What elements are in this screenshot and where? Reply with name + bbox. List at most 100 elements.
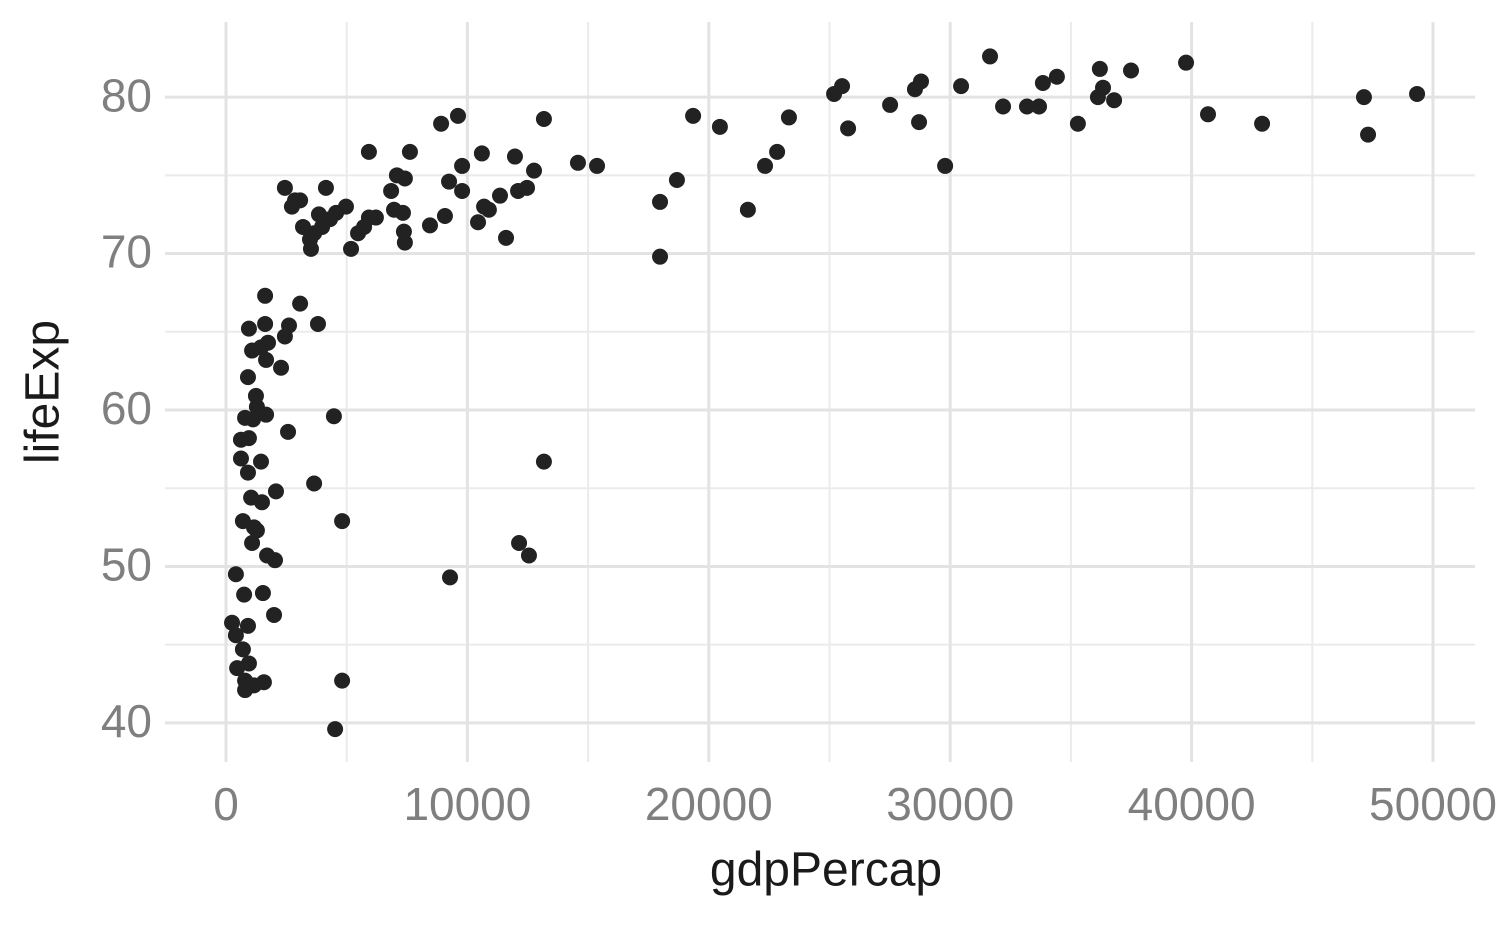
point xyxy=(1178,54,1195,71)
point xyxy=(325,408,342,425)
y-axis-title: lifeExp xyxy=(17,320,70,464)
x-tick-label: 40000 xyxy=(1128,778,1256,830)
point xyxy=(668,172,685,189)
point xyxy=(317,179,334,196)
point xyxy=(258,406,275,423)
point xyxy=(454,182,471,199)
point xyxy=(248,522,265,539)
point xyxy=(224,614,241,631)
point xyxy=(739,201,756,218)
point xyxy=(826,85,843,102)
point xyxy=(1254,115,1271,132)
point xyxy=(276,328,293,345)
point xyxy=(421,217,438,234)
point xyxy=(757,157,774,174)
point xyxy=(302,240,319,257)
point xyxy=(360,143,377,160)
point xyxy=(526,162,543,179)
grid xyxy=(165,22,1475,762)
point xyxy=(388,167,405,184)
point xyxy=(498,229,515,246)
point xyxy=(953,78,970,95)
point xyxy=(232,450,249,467)
point xyxy=(511,534,528,551)
point xyxy=(1069,115,1086,132)
point xyxy=(506,148,523,165)
x-tick-label: 0 xyxy=(213,778,239,830)
point xyxy=(401,143,418,160)
point xyxy=(309,315,326,332)
point xyxy=(1034,75,1051,92)
point xyxy=(334,672,351,689)
point xyxy=(535,110,552,127)
y-tick-label: 80 xyxy=(101,69,152,121)
point xyxy=(260,334,277,351)
point xyxy=(769,143,786,160)
point xyxy=(491,187,508,204)
point xyxy=(1409,85,1426,102)
y-tick-label: 40 xyxy=(101,695,152,747)
point xyxy=(454,157,471,174)
point xyxy=(1091,60,1108,77)
point xyxy=(882,96,899,113)
x-axis-title: gdpPercap xyxy=(710,844,942,897)
point xyxy=(227,627,244,644)
point xyxy=(1123,62,1140,79)
point xyxy=(253,453,270,470)
point xyxy=(569,154,586,171)
point xyxy=(234,641,251,658)
point xyxy=(995,98,1012,115)
point xyxy=(937,157,954,174)
point xyxy=(267,483,284,500)
point xyxy=(229,660,246,677)
point xyxy=(1048,68,1065,85)
point xyxy=(780,109,797,126)
point xyxy=(327,721,344,738)
point xyxy=(276,179,293,196)
point xyxy=(911,114,928,131)
x-tick-label: 10000 xyxy=(403,778,531,830)
points xyxy=(224,48,1426,738)
y-tick-label: 70 xyxy=(101,226,152,278)
point xyxy=(257,315,274,332)
point xyxy=(442,569,459,586)
point xyxy=(982,48,999,65)
point xyxy=(652,248,669,265)
point xyxy=(1200,106,1217,123)
point xyxy=(906,81,923,98)
point xyxy=(306,475,323,492)
point xyxy=(589,157,606,174)
point xyxy=(1106,92,1123,109)
point xyxy=(310,206,327,223)
x-tick-label: 50000 xyxy=(1369,778,1497,830)
point xyxy=(245,411,262,428)
point xyxy=(383,182,400,199)
point xyxy=(257,287,274,304)
point xyxy=(350,225,367,242)
point xyxy=(652,193,669,210)
point xyxy=(239,369,256,386)
point xyxy=(253,494,270,511)
point xyxy=(510,182,527,199)
point xyxy=(396,234,413,251)
point xyxy=(1018,98,1035,115)
point xyxy=(436,207,453,224)
point xyxy=(334,513,351,530)
x-tick-label: 20000 xyxy=(645,778,773,830)
point xyxy=(343,240,360,257)
point xyxy=(267,552,284,569)
point xyxy=(239,617,256,634)
point xyxy=(449,107,466,124)
point xyxy=(1360,126,1377,143)
y-tick-label: 60 xyxy=(101,382,152,434)
point xyxy=(685,107,702,124)
point xyxy=(1089,89,1106,106)
point xyxy=(258,351,275,368)
point xyxy=(840,120,857,137)
point xyxy=(280,423,297,440)
point xyxy=(295,218,312,235)
point xyxy=(292,295,309,312)
point xyxy=(254,585,271,602)
